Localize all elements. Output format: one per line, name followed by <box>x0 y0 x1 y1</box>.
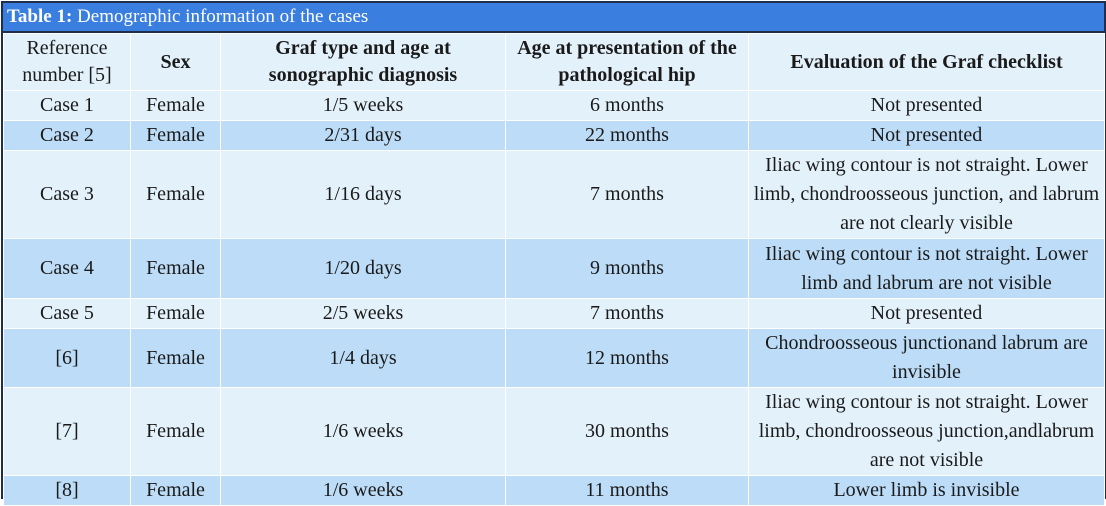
table-row: Case 3 Female 1/16 days 7 months Iliac w… <box>3 150 1105 239</box>
header-graf-checklist: Evaluation of the Graf checklist <box>748 33 1105 91</box>
cell-sex: Female <box>130 328 221 388</box>
cell-graf-type: 1/4 days <box>220 328 506 388</box>
table-caption: Table 1: Demographic information of the … <box>3 3 1104 33</box>
cell-age-at-presentation: 6 months <box>505 90 749 121</box>
cell-graf-checklist: Not presented <box>748 120 1105 151</box>
cell-reference: Case 3 <box>3 150 131 239</box>
cell-sex: Female <box>130 150 221 239</box>
cell-graf-checklist: Lower limb is invisible <box>748 475 1105 506</box>
cell-reference: [7] <box>3 387 131 476</box>
cell-graf-type: 1/6 weeks <box>220 387 506 476</box>
cell-graf-type: 2/31 days <box>220 120 506 151</box>
cell-age-at-presentation: 11 months <box>505 475 749 506</box>
cell-graf-type: 1/20 days <box>220 238 506 299</box>
demographics-table: Reference number [5] Sex Graf type and a… <box>3 33 1105 506</box>
cell-sex: Female <box>130 475 221 506</box>
table-row: [7] Female 1/6 weeks 30 months Iliac win… <box>3 387 1105 476</box>
header-row: Reference number [5] Sex Graf type and a… <box>3 33 1105 91</box>
cell-graf-type: 1/5 weeks <box>220 90 506 121</box>
cell-graf-checklist: Chondroosseous junctionand labrum are in… <box>748 328 1105 388</box>
cell-age-at-presentation: 9 months <box>505 238 749 299</box>
header-sex: Sex <box>130 33 221 91</box>
cell-reference: [6] <box>3 328 131 388</box>
table-row: Case 1 Female 1/5 weeks 6 months Not pre… <box>3 90 1105 121</box>
cell-sex: Female <box>130 298 221 329</box>
cell-graf-checklist: Iliac wing contour is not straight. Lowe… <box>748 150 1105 239</box>
cell-age-at-presentation: 7 months <box>505 150 749 239</box>
cell-graf-type: 2/5 weeks <box>220 298 506 329</box>
table-row: Case 5 Female 2/5 weeks 7 months Not pre… <box>3 298 1105 329</box>
cell-sex: Female <box>130 387 221 476</box>
cell-age-at-presentation: 30 months <box>505 387 749 476</box>
cell-graf-checklist: Not presented <box>748 298 1105 329</box>
cell-reference: Case 5 <box>3 298 131 329</box>
cell-sex: Female <box>130 90 221 121</box>
header-age-at-presentation: Age at presentation of the pathological … <box>505 33 749 91</box>
table-row: [6] Female 1/4 days 12 months Chondrooss… <box>3 328 1105 388</box>
table-caption-text: Demographic information of the cases <box>77 6 369 27</box>
cell-graf-type: 1/6 weeks <box>220 475 506 506</box>
cell-age-at-presentation: 12 months <box>505 328 749 388</box>
table-row: Case 4 Female 1/20 days 9 months Iliac w… <box>3 238 1105 299</box>
table-caption-label: Table 1: <box>7 6 73 27</box>
cell-reference: Case 1 <box>3 90 131 121</box>
cell-graf-type: 1/16 days <box>220 150 506 239</box>
cell-sex: Female <box>130 120 221 151</box>
cell-age-at-presentation: 22 months <box>505 120 749 151</box>
cell-reference: Case 4 <box>3 238 131 299</box>
cell-age-at-presentation: 7 months <box>505 298 749 329</box>
cell-graf-checklist: Iliac wing contour is not straight. Lowe… <box>748 387 1105 476</box>
cell-sex: Female <box>130 238 221 299</box>
header-graf-type: Graf type and age at sonographic diagnos… <box>220 33 506 91</box>
cell-reference: Case 2 <box>3 120 131 151</box>
table-row: Case 2 Female 2/31 days 22 months Not pr… <box>3 120 1105 151</box>
header-reference-number: Reference number [5] <box>3 33 131 91</box>
cell-graf-checklist: Iliac wing contour is not straight. Lowe… <box>748 238 1105 299</box>
cell-reference: [8] <box>3 475 131 506</box>
table-row: [8] Female 1/6 weeks 11 months Lower lim… <box>3 475 1105 506</box>
cell-graf-checklist: Not presented <box>748 90 1105 121</box>
